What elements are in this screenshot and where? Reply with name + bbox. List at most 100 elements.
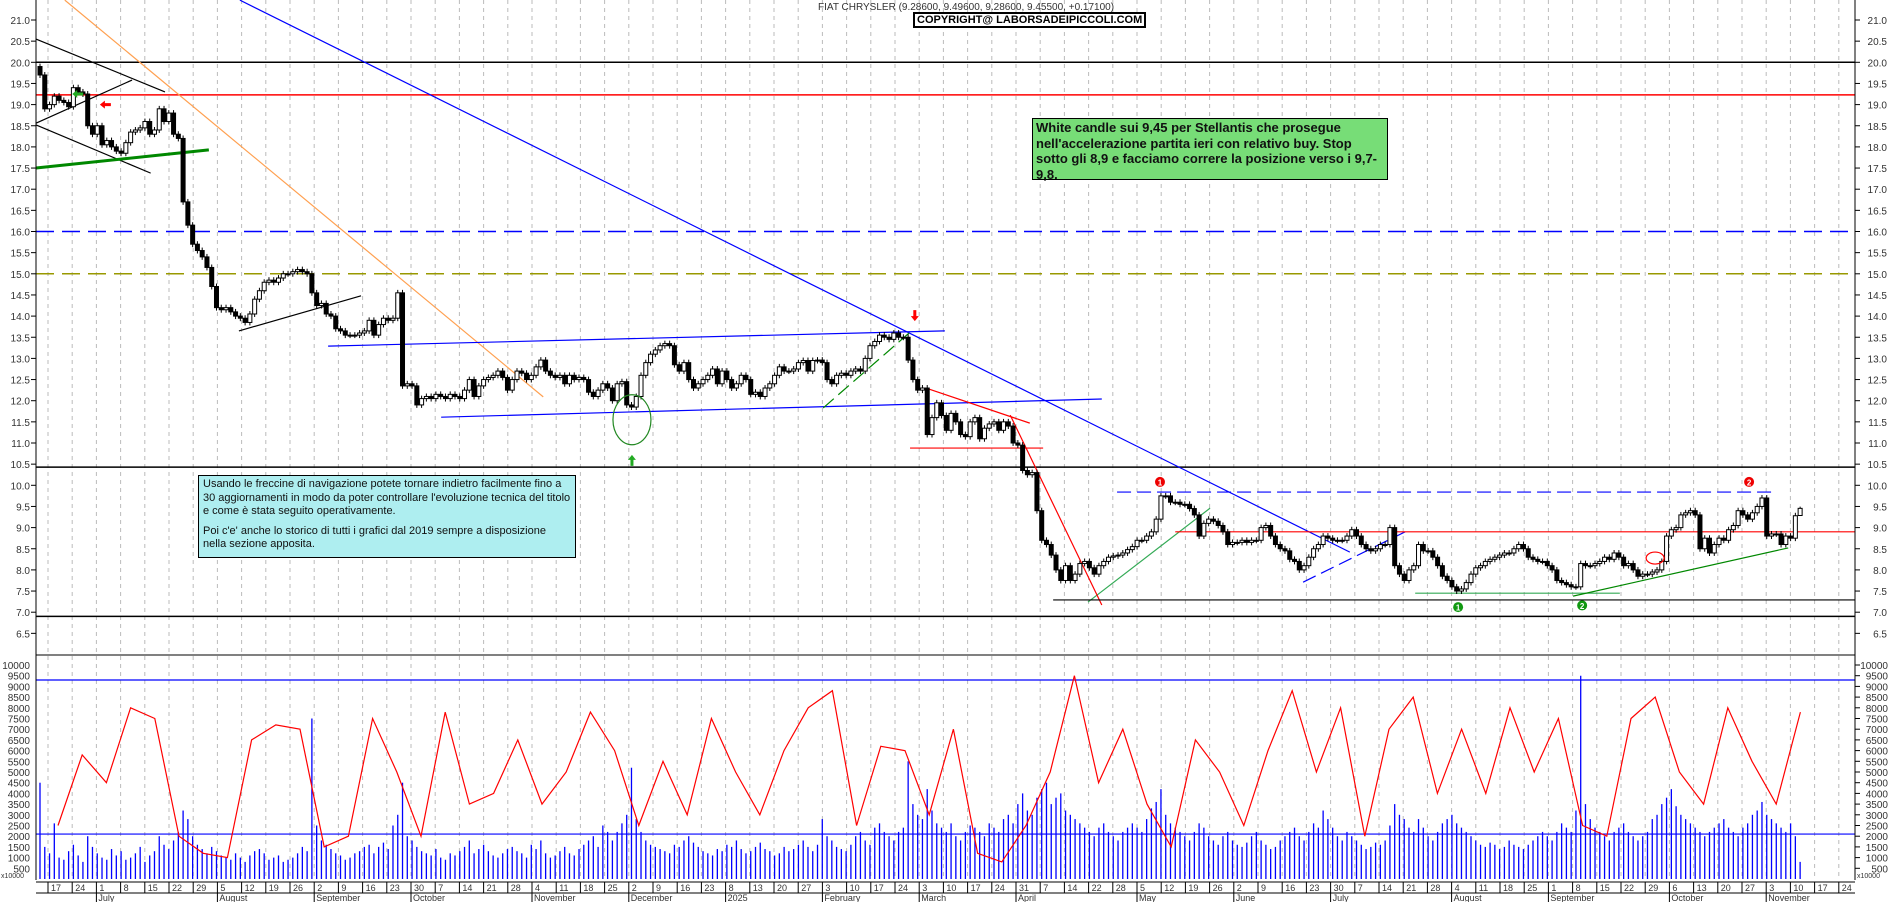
week-tick-label: 14 bbox=[1067, 883, 1077, 893]
week-tick-label: 7 bbox=[438, 883, 443, 893]
price-tick-label: 19.5 bbox=[11, 79, 31, 90]
candle-body bbox=[1778, 533, 1784, 546]
candle-body bbox=[624, 381, 630, 406]
trendline bbox=[1572, 547, 1789, 597]
candle-body bbox=[729, 379, 735, 389]
candle-body bbox=[1707, 537, 1712, 554]
candle-body bbox=[1110, 555, 1116, 558]
volume-tick-label: 5000 bbox=[8, 768, 31, 779]
candle-body bbox=[180, 137, 186, 203]
candle-body bbox=[1788, 535, 1794, 539]
candle-body bbox=[104, 140, 110, 146]
candle-body bbox=[447, 393, 453, 400]
candle-body bbox=[190, 224, 196, 245]
candle-body bbox=[1373, 548, 1379, 552]
candle-body bbox=[1668, 529, 1674, 537]
candle-body bbox=[1406, 569, 1412, 581]
candle-body bbox=[409, 383, 415, 387]
candle-body bbox=[800, 360, 806, 364]
candle-body bbox=[1697, 514, 1703, 550]
candle-body bbox=[571, 374, 577, 381]
price-tick-label: 21.0 bbox=[11, 16, 31, 27]
price-tick-label: 8.5 bbox=[1873, 545, 1887, 556]
candle-body bbox=[328, 313, 334, 317]
candle-body bbox=[1325, 535, 1331, 539]
candle-body bbox=[566, 374, 572, 385]
volume-tick-label: 500 bbox=[1871, 864, 1888, 875]
candle-body bbox=[1420, 544, 1426, 552]
volume-tick-label: 2000 bbox=[1866, 832, 1889, 843]
candle-body bbox=[681, 362, 687, 372]
candle-body bbox=[433, 393, 439, 400]
candle-body bbox=[586, 379, 592, 393]
candle-body bbox=[1602, 556, 1608, 562]
candle-body bbox=[1301, 565, 1307, 571]
arrow-up-icon bbox=[627, 454, 636, 466]
month-label: September bbox=[316, 893, 360, 902]
horizontal-levels bbox=[36, 61, 1855, 835]
candle-body bbox=[1091, 567, 1097, 575]
trendline bbox=[239, 0, 1351, 553]
candle-body bbox=[414, 385, 420, 406]
candle-body bbox=[247, 313, 253, 323]
month-label: September bbox=[1550, 893, 1594, 902]
candle-body bbox=[1606, 556, 1612, 560]
candle-body bbox=[1296, 560, 1302, 571]
candle-body bbox=[962, 434, 968, 438]
candle-body bbox=[867, 345, 873, 359]
candle-body bbox=[934, 402, 940, 419]
candle-body bbox=[466, 379, 472, 391]
candle-body bbox=[819, 359, 825, 364]
price-tick-label: 12.5 bbox=[1868, 376, 1888, 387]
week-tick-label: 14 bbox=[462, 883, 472, 893]
candle-body bbox=[958, 421, 964, 436]
week-tick-label: 7 bbox=[1043, 883, 1048, 893]
week-tick-label: 19 bbox=[1188, 883, 1198, 893]
volume-tick-label: 10000 bbox=[1860, 661, 1888, 672]
candle-body bbox=[113, 146, 119, 152]
candle-body bbox=[428, 395, 434, 400]
candle-body bbox=[1158, 495, 1164, 520]
trendline bbox=[64, 0, 544, 398]
candle-body bbox=[1773, 533, 1779, 536]
candle-body bbox=[1611, 552, 1617, 560]
volume-tick-label: 7500 bbox=[1866, 715, 1889, 726]
candle-body bbox=[972, 417, 978, 423]
candle-body bbox=[237, 315, 243, 319]
volume-tick-label: 1500 bbox=[1866, 843, 1889, 854]
candle-body bbox=[1783, 535, 1789, 546]
analysis-note: White candle sui 9,45 per Stellantis che… bbox=[1032, 118, 1388, 182]
candle-body bbox=[1201, 522, 1207, 537]
price-tick-label: 14.5 bbox=[1868, 291, 1888, 302]
month-label: November bbox=[534, 893, 576, 902]
candle-body bbox=[705, 374, 711, 381]
candle-body bbox=[714, 368, 720, 385]
week-tick-label: 26 bbox=[1213, 883, 1223, 893]
candle-body bbox=[695, 383, 701, 389]
week-tick-label: 28 bbox=[1116, 883, 1126, 893]
candle-body bbox=[562, 374, 568, 385]
volume-tick-label: 9500 bbox=[8, 672, 31, 683]
month-label: March bbox=[921, 893, 946, 902]
volume-tick-label: 3000 bbox=[8, 811, 31, 822]
candle-body bbox=[1039, 510, 1045, 541]
candle-body bbox=[1568, 584, 1574, 588]
candle-body bbox=[276, 277, 281, 283]
week-tick-label: 1 bbox=[99, 883, 104, 893]
price-tick-label: 15.5 bbox=[1868, 249, 1888, 260]
week-tick-label: 24 bbox=[1842, 883, 1852, 893]
highlight-ellipse bbox=[612, 394, 652, 446]
chart-title: FIAT CHRYSLER (9.28600, 9.49600, 9.28600… bbox=[818, 2, 1115, 13]
candle-body bbox=[61, 99, 67, 103]
annotations: 1 2 1 2 bbox=[72, 90, 1755, 613]
candle-body bbox=[204, 256, 210, 268]
week-tick-label: 19 bbox=[269, 883, 279, 893]
candle-body bbox=[576, 376, 582, 381]
candle-body bbox=[614, 383, 620, 402]
week-tick-label: 24 bbox=[75, 883, 85, 893]
price-tick-label: 12.0 bbox=[1868, 397, 1888, 408]
week-tick-label: 30 bbox=[414, 883, 424, 893]
candle-body bbox=[1416, 544, 1422, 567]
week-tick-label: 13 bbox=[1697, 883, 1707, 893]
